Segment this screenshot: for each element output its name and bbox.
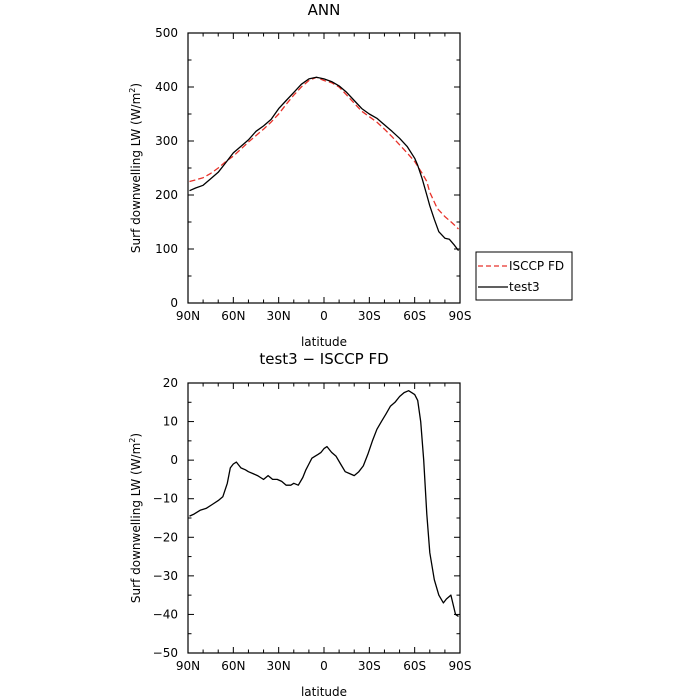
legend: ISCCP FD test3 — [475, 251, 573, 301]
bottom-y-axis-label-close: ) — [129, 433, 143, 438]
bottom-series-group — [189, 390, 459, 617]
bottom-x-tick-label: 60N — [221, 659, 245, 673]
top-x-tick-label: 30S — [358, 309, 381, 323]
top-y-tick-label: 100 — [155, 242, 178, 256]
bottom-y-tick-label: −30 — [153, 569, 178, 583]
bottom-y-tick-label: −40 — [153, 607, 178, 621]
top-chart-title: ANN — [308, 1, 341, 19]
bottom-y-tick-label: −10 — [153, 492, 178, 506]
bottom-y-axis-label-main: Surf downwelling LW (W/m — [129, 443, 143, 603]
top-x-tick-label: 90S — [449, 309, 472, 323]
top-y-axis-label-main: Surf downwelling LW (W/m — [129, 93, 143, 253]
top-x-tick-label: 0 — [320, 309, 328, 323]
top-y-axis-label-sup: 2 — [128, 88, 137, 93]
top-y-tick-label: 200 — [155, 188, 178, 202]
bottom-y-tick-label: 0 — [170, 453, 178, 467]
bottom-y-axis-label: Surf downwelling LW (W/m2) — [128, 433, 143, 603]
bottom-x-tick-label: 90N — [176, 659, 200, 673]
bottom-ticks: 90N 60N 30N 0 30S 60S 90S −50 −40 −30 −20 −10 0 10 20 — [153, 376, 472, 673]
bottom-y-tick-label: −20 — [153, 530, 178, 544]
bottom-y-tick-label: −50 — [153, 646, 178, 660]
bottom-x-tick-label: 30S — [358, 659, 381, 673]
top-x-tick-label: 30N — [267, 309, 291, 323]
top-y-axis-label: Surf downwelling LW (W/m2) — [128, 83, 143, 253]
bottom-x-tick-label: 0 — [320, 659, 328, 673]
bottom-panel: test3 − ISCCP FD 90N 60N 30N 0 30S 60S 90S −50 −… — [128, 350, 471, 699]
top-y-tick-label: 500 — [155, 26, 178, 40]
top-y-tick-label: 400 — [155, 80, 178, 94]
bottom-x-tick-label: 60S — [403, 659, 426, 673]
top-y-tick-label: 300 — [155, 134, 178, 148]
top-y-axis-label-close: ) — [129, 83, 143, 88]
top-y-tick-label: 0 — [170, 296, 178, 310]
top-x-axis-label: latitude — [301, 335, 347, 349]
bottom-x-axis-label: latitude — [301, 685, 347, 699]
bottom-series-line-0 — [189, 390, 459, 617]
bottom-y-tick-label: 10 — [163, 415, 178, 429]
top-series-line-test3 — [189, 76, 460, 251]
bottom-y-tick-label: 20 — [163, 376, 178, 390]
top-panel: ANN 90N 60N 30N 0 30S 60S 90S0100200300400500 … — [128, 1, 573, 349]
top-series-line-isccp-fd — [189, 76, 459, 230]
top-ticks: 90N 60N 30N 0 30S 60S 90S 0 100 200 300 400 500 — [155, 26, 471, 323]
bottom-plot-frame — [187, 382, 461, 654]
legend-label-test3: test3 — [509, 280, 540, 294]
top-x-tick-label: 90N — [176, 309, 200, 323]
bottom-x-tick-label: 90S — [449, 659, 472, 673]
top-x-tick-label: 60S — [403, 309, 426, 323]
bottom-y-axis-label-sup: 2 — [128, 438, 137, 443]
top-x-tick-label: 60N — [221, 309, 245, 323]
bottom-x-tick-label: 30N — [267, 659, 291, 673]
top-series-group — [189, 76, 460, 251]
bottom-chart-title: test3 − ISCCP FD — [259, 350, 388, 368]
legend-box — [475, 251, 573, 301]
legend-label-isccp-fd: ISCCP FD — [509, 259, 564, 273]
